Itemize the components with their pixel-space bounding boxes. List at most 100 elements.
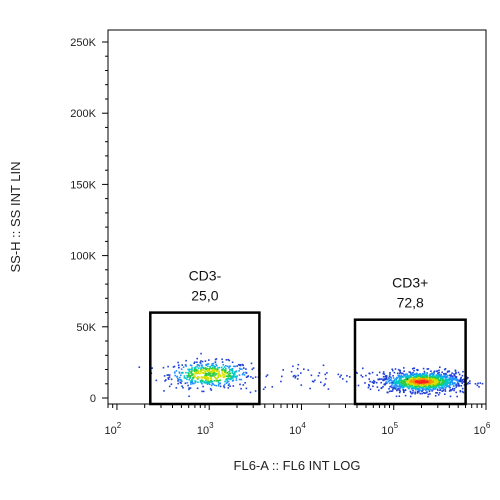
event-dot: [459, 378, 462, 380]
event-dot: [266, 374, 269, 376]
event-dot: [416, 381, 419, 384]
event-dot: [425, 387, 427, 389]
event-dot: [378, 378, 381, 381]
event-dot: [213, 369, 216, 372]
event-dot: [441, 378, 443, 380]
event-dot: [219, 382, 221, 384]
event-dot: [459, 380, 461, 383]
event-dot: [361, 376, 364, 378]
event-dot: [221, 361, 224, 363]
event-dot: [440, 383, 443, 385]
event-dot: [451, 381, 453, 384]
event-dot: [410, 382, 413, 385]
event-dot: [435, 375, 437, 377]
event-dot: [187, 374, 190, 376]
event-dot: [429, 389, 431, 391]
event-dot: [209, 377, 212, 380]
event-dot: [392, 377, 395, 379]
event-dot: [386, 378, 389, 381]
event-dot: [373, 381, 376, 383]
event-dot: [190, 371, 193, 373]
event-dot: [427, 368, 430, 370]
event-dot: [453, 374, 456, 376]
event-dot: [456, 379, 458, 382]
event-dot: [318, 372, 321, 374]
event-dot: [443, 373, 445, 375]
event-dot: [437, 373, 439, 376]
event-dot: [211, 363, 214, 365]
event-dot: [300, 372, 302, 374]
event-dot: [245, 368, 247, 370]
event-dot: [224, 380, 226, 383]
event-dot: [439, 383, 441, 385]
event-dot: [430, 375, 433, 378]
event-dot: [416, 380, 419, 382]
event-dot: [210, 378, 213, 381]
event-dot: [419, 379, 421, 381]
event-dot: [428, 381, 431, 384]
y-axis-title: SS-H :: SS INT LIN: [8, 161, 23, 272]
event-dot: [460, 376, 462, 379]
event-dot: [297, 363, 300, 366]
event-dot: [418, 387, 421, 389]
event-dot: [460, 385, 463, 387]
event-dot: [419, 389, 421, 392]
event-dot: [444, 372, 447, 375]
event-dot: [184, 364, 187, 366]
event-dot: [219, 379, 222, 381]
event-dot: [197, 381, 199, 383]
event-dot: [241, 373, 244, 376]
event-dot: [402, 383, 405, 385]
event-dot: [414, 385, 417, 388]
event-dot: [231, 361, 234, 364]
event-dot: [423, 381, 426, 383]
event-dot: [208, 372, 210, 374]
event-dot: [414, 378, 416, 381]
event-dot: [445, 383, 447, 385]
event-dot: [446, 383, 448, 385]
event-dot: [225, 382, 228, 384]
event-dot: [400, 375, 403, 378]
event-dot: [167, 377, 169, 379]
event-dot: [427, 385, 430, 387]
event-dot: [202, 385, 204, 388]
event-dot: [176, 375, 179, 378]
event-dot: [326, 372, 328, 374]
event-dot: [425, 388, 428, 391]
event-dot: [385, 375, 387, 377]
event-dot: [215, 373, 218, 375]
event-dot: [409, 376, 411, 379]
event-dot: [467, 381, 470, 384]
event-dot: [230, 375, 233, 378]
event-dot: [217, 383, 220, 385]
event-dot: [402, 380, 405, 383]
event-dot: [421, 383, 423, 386]
event-dot: [198, 376, 201, 379]
event-dot: [410, 379, 413, 382]
event-dot: [421, 384, 424, 387]
event-dot: [201, 379, 204, 382]
event-dot: [426, 374, 429, 377]
event-dot: [409, 371, 411, 373]
event-dot: [195, 370, 198, 372]
event-dot: [224, 371, 227, 373]
event-dot: [398, 372, 401, 375]
event-dot: [458, 373, 461, 376]
event-dot: [390, 390, 393, 392]
event-dot: [246, 375, 249, 378]
event-dot: [180, 368, 183, 370]
event-dot: [214, 361, 217, 363]
event-dot: [217, 379, 219, 382]
event-dot: [422, 378, 425, 381]
event-dot: [414, 392, 416, 395]
event-dot: [227, 387, 230, 389]
event-dot: [239, 383, 241, 386]
event-dot: [397, 374, 399, 377]
event-dot: [437, 378, 439, 380]
event-dot: [389, 386, 391, 388]
event-dot: [200, 367, 202, 369]
event-dot: [398, 382, 401, 384]
event-dot: [383, 379, 385, 381]
event-dot: [398, 379, 400, 381]
event-dot: [438, 369, 440, 372]
